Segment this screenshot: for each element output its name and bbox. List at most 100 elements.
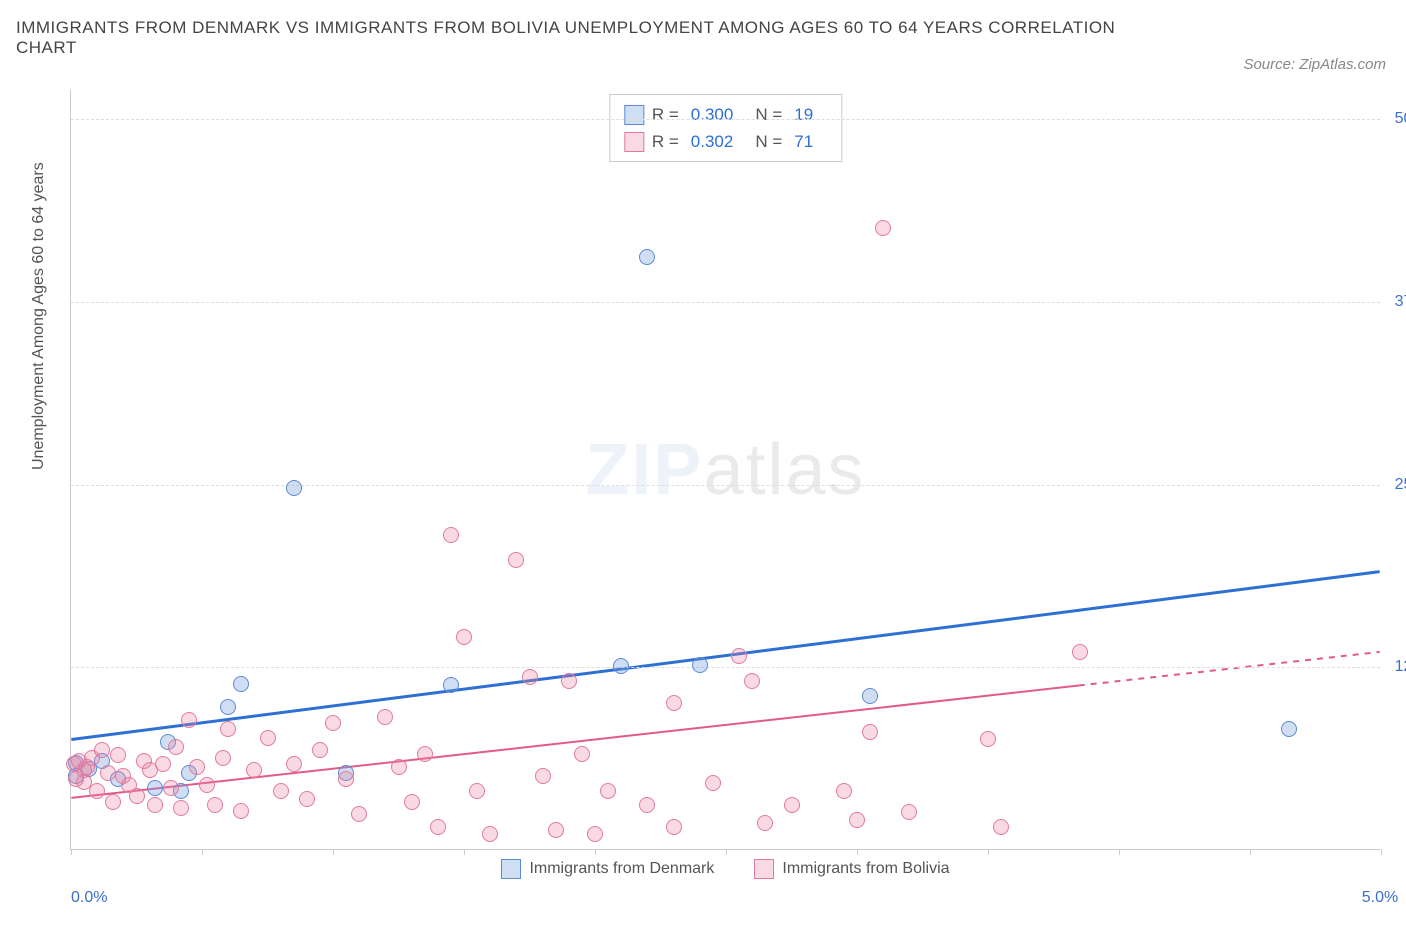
- marker-bolivia: [173, 800, 189, 816]
- bottom-legend-label-bolivia: Immigrants from Bolivia: [782, 860, 949, 878]
- x-tick-first: 0.0%: [71, 889, 107, 907]
- y-tick-label: 37.5%: [1395, 293, 1406, 311]
- watermark-zip: ZIP: [585, 430, 703, 510]
- marker-denmark: [862, 688, 878, 704]
- marker-bolivia: [351, 806, 367, 822]
- marker-bolivia: [666, 695, 682, 711]
- marker-denmark: [1281, 721, 1297, 737]
- marker-bolivia: [744, 673, 760, 689]
- marker-bolivia: [404, 794, 420, 810]
- gridline: [71, 119, 1380, 120]
- gridline: [71, 485, 1380, 486]
- legend-r-label: R =: [652, 101, 679, 128]
- legend-n-value-denmark: 19: [794, 101, 813, 128]
- x-tick: [1119, 849, 1120, 855]
- marker-bolivia: [508, 552, 524, 568]
- marker-bolivia: [325, 715, 341, 731]
- marker-bolivia: [469, 783, 485, 799]
- marker-bolivia: [535, 768, 551, 784]
- x-tick: [202, 849, 203, 855]
- y-axis-label: Unemployment Among Ages 60 to 64 years: [30, 162, 48, 470]
- marker-bolivia: [600, 783, 616, 799]
- marker-denmark: [286, 480, 302, 496]
- legend-row-denmark: R = 0.300 N = 19: [624, 101, 827, 128]
- legend-box: R = 0.300 N = 19 R = 0.302 N = 71: [609, 94, 842, 162]
- marker-bolivia: [731, 648, 747, 664]
- marker-denmark: [233, 676, 249, 692]
- marker-denmark: [639, 249, 655, 265]
- plot-area: ZIPatlas R = 0.300 N = 19 R = 0.302 N = …: [70, 90, 1380, 850]
- marker-bolivia: [875, 220, 891, 236]
- legend-n-label: N =: [755, 101, 782, 128]
- marker-bolivia: [110, 747, 126, 763]
- bottom-swatch-denmark: [501, 859, 521, 879]
- x-tick: [988, 849, 989, 855]
- bottom-legend-bolivia: Immigrants from Bolivia: [754, 859, 949, 879]
- bottom-legend-label-denmark: Immigrants from Denmark: [529, 860, 714, 878]
- x-tick: [71, 849, 72, 855]
- marker-bolivia: [836, 783, 852, 799]
- marker-bolivia: [901, 804, 917, 820]
- marker-bolivia: [377, 709, 393, 725]
- gridline: [71, 302, 1380, 303]
- marker-bolivia: [207, 797, 223, 813]
- marker-bolivia: [215, 750, 231, 766]
- marker-bolivia: [980, 731, 996, 747]
- marker-bolivia: [273, 783, 289, 799]
- marker-bolivia: [666, 819, 682, 835]
- legend-n-label: N =: [755, 128, 782, 155]
- chart-title: IMMIGRANTS FROM DENMARK VS IMMIGRANTS FR…: [16, 18, 1116, 58]
- marker-denmark: [220, 699, 236, 715]
- marker-bolivia: [181, 712, 197, 728]
- marker-bolivia: [79, 759, 95, 775]
- marker-bolivia: [757, 815, 773, 831]
- marker-bolivia: [312, 742, 328, 758]
- marker-bolivia: [522, 669, 538, 685]
- trendline-projected: [1079, 652, 1380, 686]
- marker-bolivia: [299, 791, 315, 807]
- legend-r-value-denmark: 0.300: [691, 101, 734, 128]
- x-axis-legend: 0.0% Immigrants from Denmark Immigrants …: [71, 859, 1380, 879]
- y-tick-label: 12.5%: [1395, 658, 1406, 676]
- marker-bolivia: [155, 756, 171, 772]
- marker-bolivia: [189, 759, 205, 775]
- legend-n-value-bolivia: 71: [794, 128, 813, 155]
- marker-bolivia: [417, 746, 433, 762]
- x-tick: [595, 849, 596, 855]
- watermark: ZIPatlas: [585, 429, 865, 511]
- trendline: [71, 572, 1379, 740]
- legend-r-label: R =: [652, 128, 679, 155]
- marker-bolivia: [993, 819, 1009, 835]
- watermark-atlas: atlas: [703, 430, 865, 510]
- legend-swatch-denmark: [624, 105, 644, 125]
- marker-bolivia: [100, 765, 116, 781]
- marker-bolivia: [574, 746, 590, 762]
- marker-bolivia: [482, 826, 498, 842]
- x-tick: [857, 849, 858, 855]
- marker-bolivia: [639, 797, 655, 813]
- marker-bolivia: [89, 783, 105, 799]
- legend-r-value-bolivia: 0.302: [691, 128, 734, 155]
- marker-bolivia: [849, 812, 865, 828]
- marker-bolivia: [548, 822, 564, 838]
- marker-bolivia: [233, 803, 249, 819]
- marker-bolivia: [168, 739, 184, 755]
- x-tick: [1250, 849, 1251, 855]
- marker-bolivia: [105, 794, 121, 810]
- marker-bolivia: [220, 721, 236, 737]
- marker-bolivia: [129, 788, 145, 804]
- legend-row-bolivia: R = 0.302 N = 71: [624, 128, 827, 155]
- marker-bolivia: [246, 762, 262, 778]
- x-tick-last: 5.0%: [1362, 889, 1398, 907]
- bottom-legend-denmark: Immigrants from Denmark: [501, 859, 714, 879]
- marker-denmark: [147, 780, 163, 796]
- marker-bolivia: [705, 775, 721, 791]
- x-tick: [333, 849, 334, 855]
- marker-denmark: [613, 658, 629, 674]
- marker-bolivia: [391, 759, 407, 775]
- marker-bolivia: [430, 819, 446, 835]
- y-tick-label: 50.0%: [1395, 110, 1406, 128]
- marker-bolivia: [784, 797, 800, 813]
- marker-bolivia: [1072, 644, 1088, 660]
- marker-bolivia: [443, 527, 459, 543]
